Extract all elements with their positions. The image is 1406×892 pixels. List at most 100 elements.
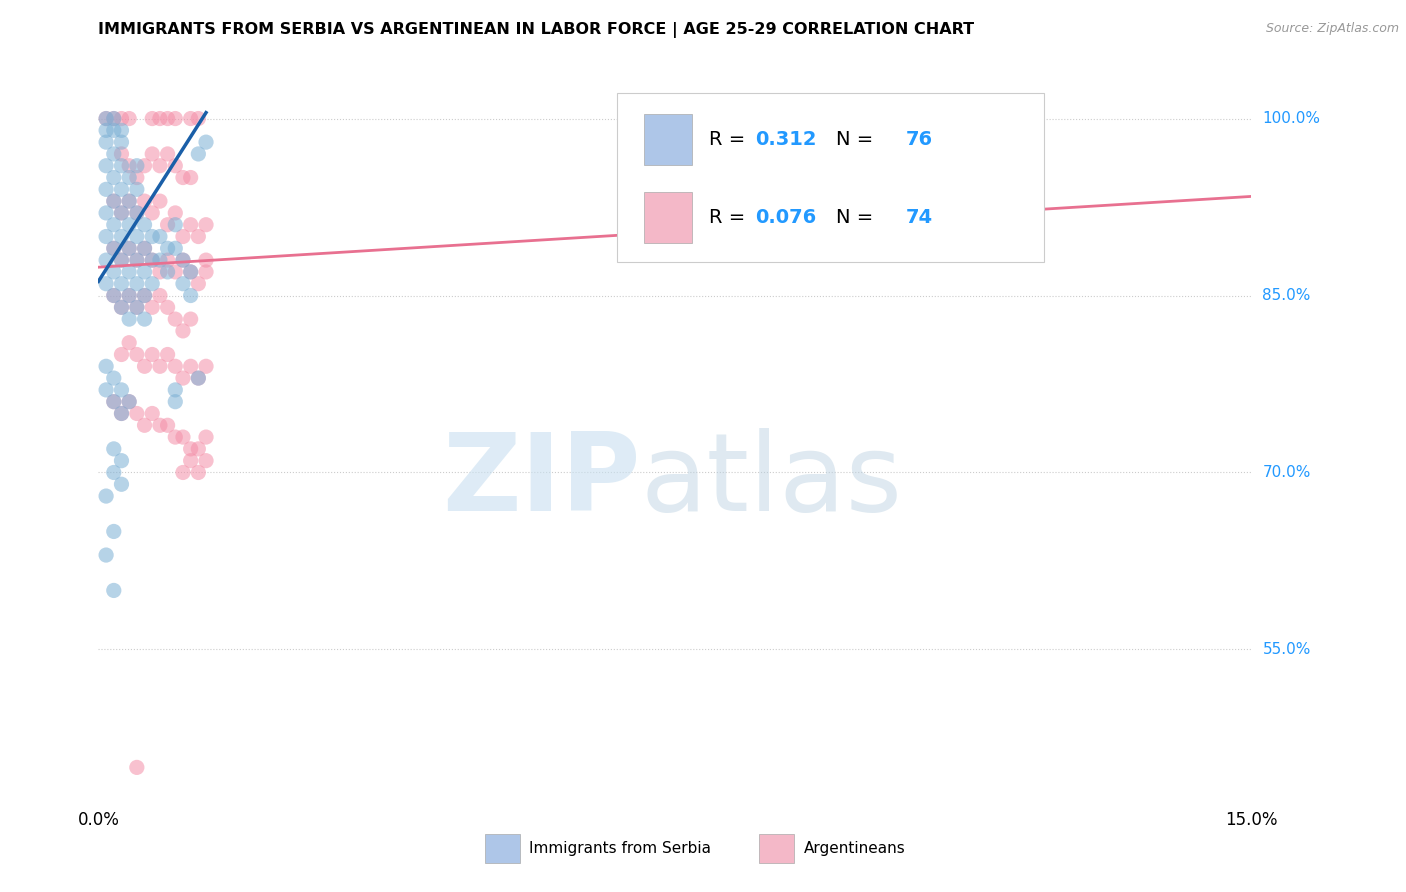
Point [156, 253, 179, 268]
Point [172, 229, 194, 244]
Point [156, 241, 179, 255]
Point [118, 218, 141, 232]
Point [118, 241, 141, 255]
Point [103, 288, 125, 302]
Point [94, 229, 117, 244]
Point [110, 112, 132, 126]
Point [172, 277, 194, 291]
Point [195, 135, 218, 149]
Point [110, 182, 132, 196]
Point [172, 371, 194, 385]
Point [103, 194, 125, 208]
Point [180, 170, 202, 185]
Point [94, 112, 117, 126]
Point [187, 371, 209, 385]
Point [110, 253, 132, 268]
Point [94, 277, 117, 291]
Text: Immigrants from Serbia: Immigrants from Serbia [529, 841, 710, 855]
Point [118, 335, 141, 350]
Point [110, 253, 132, 268]
Point [156, 418, 179, 433]
Point [125, 347, 148, 361]
Point [103, 170, 125, 185]
Point [94, 548, 117, 562]
Point [180, 453, 202, 467]
Point [94, 112, 117, 126]
Point [172, 253, 194, 268]
Text: N =: N = [837, 130, 880, 149]
Point [141, 277, 163, 291]
Point [165, 394, 187, 409]
Point [103, 112, 125, 126]
Point [149, 253, 172, 268]
Point [125, 206, 148, 220]
Point [134, 312, 156, 326]
Point [125, 253, 148, 268]
Text: 70.0%: 70.0% [1263, 465, 1310, 480]
Point [165, 159, 187, 173]
Point [110, 383, 132, 397]
Point [180, 218, 202, 232]
Point [110, 206, 132, 220]
Point [195, 453, 218, 467]
Point [118, 170, 141, 185]
Point [141, 301, 163, 315]
Point [118, 241, 141, 255]
Point [172, 466, 194, 480]
Text: 74: 74 [905, 208, 932, 227]
Point [110, 159, 132, 173]
Point [180, 265, 202, 279]
Point [141, 407, 163, 421]
Point [172, 253, 194, 268]
Point [134, 159, 156, 173]
Point [118, 112, 141, 126]
Point [110, 347, 132, 361]
Point [180, 288, 202, 302]
Point [125, 182, 148, 196]
Point [110, 477, 132, 491]
Point [172, 430, 194, 444]
Point [103, 218, 125, 232]
Point [149, 229, 172, 244]
Point [94, 383, 117, 397]
FancyBboxPatch shape [644, 114, 692, 165]
Point [149, 159, 172, 173]
Point [94, 253, 117, 268]
Point [110, 229, 132, 244]
Point [103, 583, 125, 598]
Point [110, 135, 132, 149]
Point [141, 253, 163, 268]
Point [156, 347, 179, 361]
Point [141, 253, 163, 268]
FancyBboxPatch shape [644, 192, 692, 244]
Point [134, 265, 156, 279]
Point [125, 253, 148, 268]
Point [103, 394, 125, 409]
Point [156, 112, 179, 126]
Point [149, 359, 172, 374]
Point [110, 277, 132, 291]
Point [125, 407, 148, 421]
Point [187, 371, 209, 385]
Point [94, 159, 117, 173]
Point [103, 466, 125, 480]
Point [156, 147, 179, 161]
Point [118, 194, 141, 208]
Text: 100.0%: 100.0% [1263, 111, 1320, 126]
Point [118, 265, 141, 279]
Point [134, 288, 156, 302]
Point [149, 288, 172, 302]
Point [110, 301, 132, 315]
Point [156, 301, 179, 315]
Point [103, 241, 125, 255]
Point [125, 301, 148, 315]
Point [187, 229, 209, 244]
Point [149, 418, 172, 433]
Point [94, 359, 117, 374]
Point [103, 147, 125, 161]
Point [103, 123, 125, 137]
Point [165, 206, 187, 220]
Point [156, 218, 179, 232]
Point [195, 265, 218, 279]
Point [125, 760, 148, 774]
